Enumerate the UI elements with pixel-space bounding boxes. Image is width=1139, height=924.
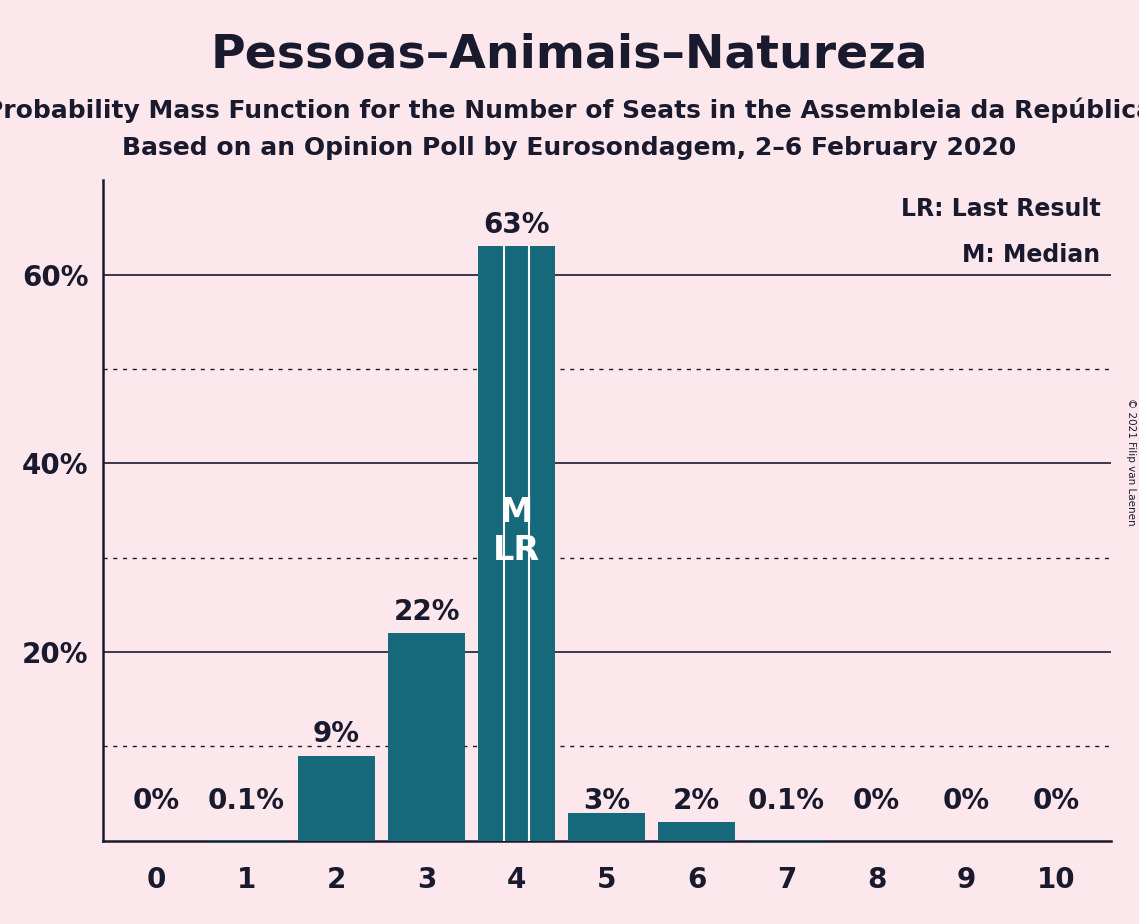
Bar xyxy=(568,812,645,841)
Text: 0%: 0% xyxy=(1033,787,1080,815)
Text: © 2021 Filip van Laenen: © 2021 Filip van Laenen xyxy=(1126,398,1136,526)
Text: 3%: 3% xyxy=(583,787,630,815)
Text: Probability Mass Function for the Number of Seats in the Assembleia da República: Probability Mass Function for the Number… xyxy=(0,97,1139,123)
Text: LR: Last Result: LR: Last Result xyxy=(901,197,1100,221)
Text: 0%: 0% xyxy=(943,787,990,815)
Text: Based on an Opinion Poll by Eurosondagem, 2–6 February 2020: Based on an Opinion Poll by Eurosondagem… xyxy=(122,136,1017,160)
Text: 22%: 22% xyxy=(393,598,460,626)
Text: 2%: 2% xyxy=(673,787,720,815)
Bar xyxy=(298,756,375,841)
Text: 9%: 9% xyxy=(313,721,360,748)
Text: 0%: 0% xyxy=(853,787,900,815)
Bar xyxy=(388,633,465,841)
Text: 0.1%: 0.1% xyxy=(208,787,285,815)
Bar xyxy=(748,840,825,841)
Text: Pessoas–Animais–Natureza: Pessoas–Animais–Natureza xyxy=(211,32,928,78)
Text: M: Median: M: Median xyxy=(962,243,1100,267)
Text: 0.1%: 0.1% xyxy=(748,787,825,815)
Text: 63%: 63% xyxy=(483,211,550,238)
Bar xyxy=(658,822,735,841)
Text: 0%: 0% xyxy=(133,787,180,815)
Text: M
LR: M LR xyxy=(493,496,540,567)
Bar xyxy=(208,840,285,841)
Bar xyxy=(478,246,555,841)
